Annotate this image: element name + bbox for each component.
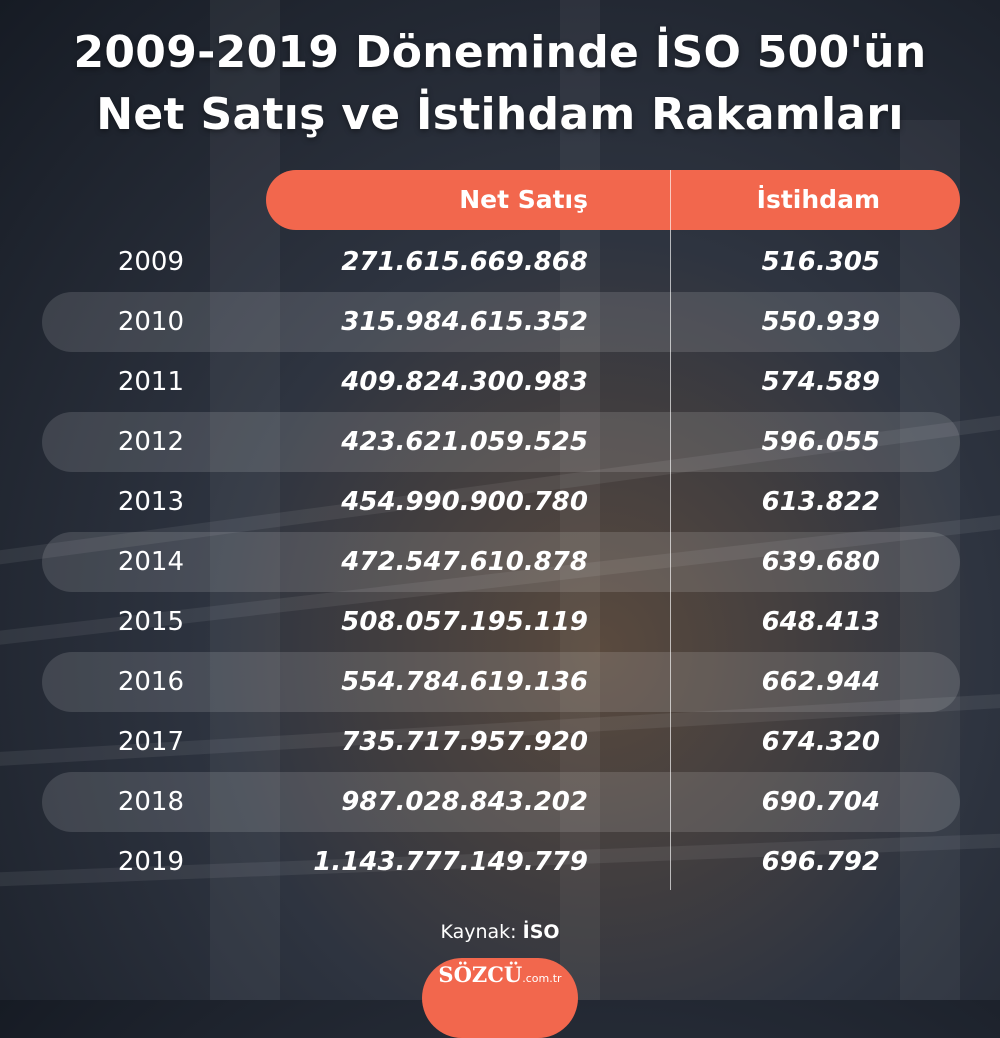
net-satis-cell: 454.990.900.780	[341, 487, 588, 517]
net-satis-cell: 554.784.619.136	[341, 667, 588, 697]
year-cell: 2018	[117, 787, 184, 817]
year-cell: 2009	[117, 247, 184, 277]
title-line-2: Net Satış ve İstihdam Rakamları	[96, 89, 904, 140]
net-satis-cell: 423.621.059.525	[341, 427, 588, 457]
table-row: 2017 735.717.957.920 674.320	[0, 712, 1000, 772]
source-note: Kaynak: İSO	[0, 918, 1000, 946]
net-satis-cell: 1.143.777.149.779	[313, 847, 588, 877]
year-cell: 2011	[117, 367, 184, 397]
year-cell: 2017	[117, 727, 184, 757]
table-row: 2019 1.143.777.149.779 696.792	[0, 832, 1000, 892]
year-cell: 2013	[117, 487, 184, 517]
brand-logo-suffix: .com.tr	[522, 972, 562, 985]
istihdam-cell: 648.413	[761, 607, 880, 637]
istihdam-cell: 696.792	[761, 847, 880, 877]
row-band	[42, 652, 960, 712]
net-satis-cell: 409.824.300.983	[341, 367, 588, 397]
table-row: 2010 315.984.615.352 550.939	[0, 292, 1000, 352]
table-row: 2014 472.547.610.878 639.680	[0, 532, 1000, 592]
net-satis-cell: 472.547.610.878	[341, 547, 588, 577]
net-satis-cell: 271.615.669.868	[341, 247, 588, 277]
row-band	[42, 412, 960, 472]
table-row: 2012 423.621.059.525 596.055	[0, 412, 1000, 472]
istihdam-cell: 674.320	[761, 727, 880, 757]
brand-logo-name: SÖZCÜ	[438, 962, 523, 987]
net-satis-cell: 735.717.957.920	[341, 727, 588, 757]
net-satis-cell: 987.028.843.202	[341, 787, 588, 817]
net-satis-cell: 508.057.195.119	[341, 607, 588, 637]
table-row: 2015 508.057.195.119 648.413	[0, 592, 1000, 652]
table-row: 2011 409.824.300.983 574.589	[0, 352, 1000, 412]
table-row: 2009 271.615.669.868 516.305	[0, 232, 1000, 292]
title-line-1: 2009-2019 Döneminde İSO 500'ün	[73, 27, 927, 78]
source-value: İSO	[522, 921, 560, 943]
brand-logo: SÖZCÜ.com.tr	[422, 962, 578, 987]
source-label: Kaynak:	[440, 921, 517, 943]
column-header-net-satis: Net Satış	[459, 185, 588, 214]
net-satis-cell: 315.984.615.352	[341, 307, 588, 337]
table-row: 2016 554.784.619.136 662.944	[0, 652, 1000, 712]
year-cell: 2010	[117, 307, 184, 337]
row-band	[42, 532, 960, 592]
row-band	[42, 772, 960, 832]
chart-title: 2009-2019 Döneminde İSO 500'ün Net Satış…	[0, 22, 1000, 146]
column-divider	[670, 170, 671, 890]
column-header-istihdam: İstihdam	[756, 185, 880, 214]
year-cell: 2016	[117, 667, 184, 697]
year-cell: 2019	[117, 847, 184, 877]
table-row: 2013 454.990.900.780 613.822	[0, 472, 1000, 532]
year-cell: 2014	[117, 547, 184, 577]
istihdam-cell: 516.305	[761, 247, 880, 277]
row-band	[42, 292, 960, 352]
istihdam-cell: 574.589	[761, 367, 880, 397]
istihdam-cell: 662.944	[761, 667, 880, 697]
istihdam-cell: 639.680	[761, 547, 880, 577]
istihdam-cell: 613.822	[761, 487, 880, 517]
istihdam-cell: 690.704	[761, 787, 880, 817]
table-header-bar	[266, 170, 960, 230]
year-cell: 2012	[117, 427, 184, 457]
industrial-background-image	[0, 0, 1000, 1000]
istihdam-cell: 550.939	[761, 307, 880, 337]
istihdam-cell: 596.055	[761, 427, 880, 457]
table-row: 2018 987.028.843.202 690.704	[0, 772, 1000, 832]
year-cell: 2015	[117, 607, 184, 637]
